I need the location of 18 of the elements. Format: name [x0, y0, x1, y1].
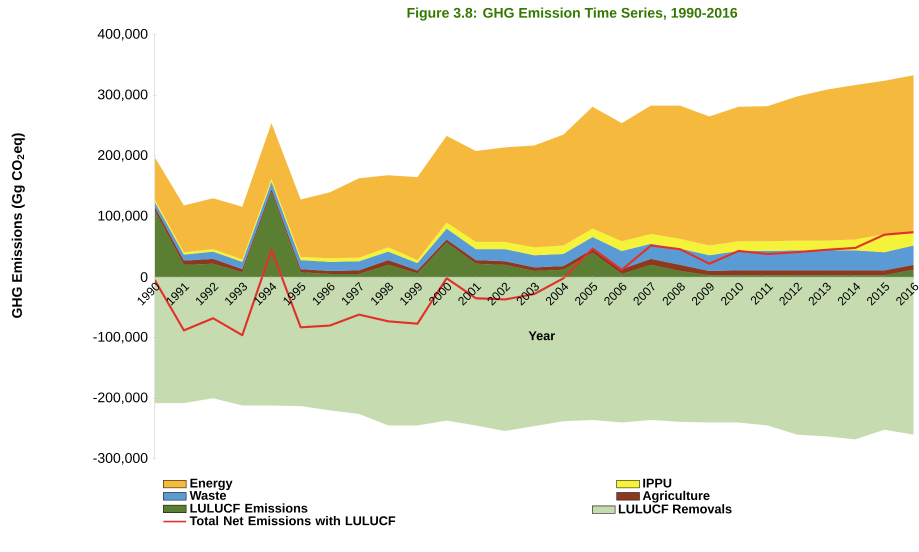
legend-label: LULUCF Emissions	[190, 503, 308, 513]
y-tick-label: 200,000	[98, 150, 148, 162]
legend-label: IPPU	[643, 478, 672, 488]
legend-label: Agriculture	[642, 490, 710, 503]
y-tick-label: -100,000	[93, 332, 148, 344]
y-axis-title: GHG Emissions (Gg CO$_{2}$eq)	[12, 133, 25, 318]
y-tick-label: 100,000	[98, 210, 148, 222]
legend-label: Waste	[190, 490, 226, 500]
y-tick-label: 300,000	[98, 89, 148, 101]
legend-label: Total Net Emissions with LULUCF	[190, 516, 396, 526]
y-tick-label: 0	[140, 272, 148, 282]
x-axis-title: Year	[528, 331, 555, 340]
legend-label: LULUCF Removals	[618, 504, 732, 514]
y-tick-label: 400,000	[98, 28, 148, 40]
chart-title: Figure 3.8: GHG Emission Time Series, 1990-2016	[408, 7, 738, 21]
y-tick-label: -300,000	[93, 452, 148, 465]
y-tick-label: -200,000	[93, 392, 148, 404]
legend-label: Energy	[190, 478, 233, 490]
